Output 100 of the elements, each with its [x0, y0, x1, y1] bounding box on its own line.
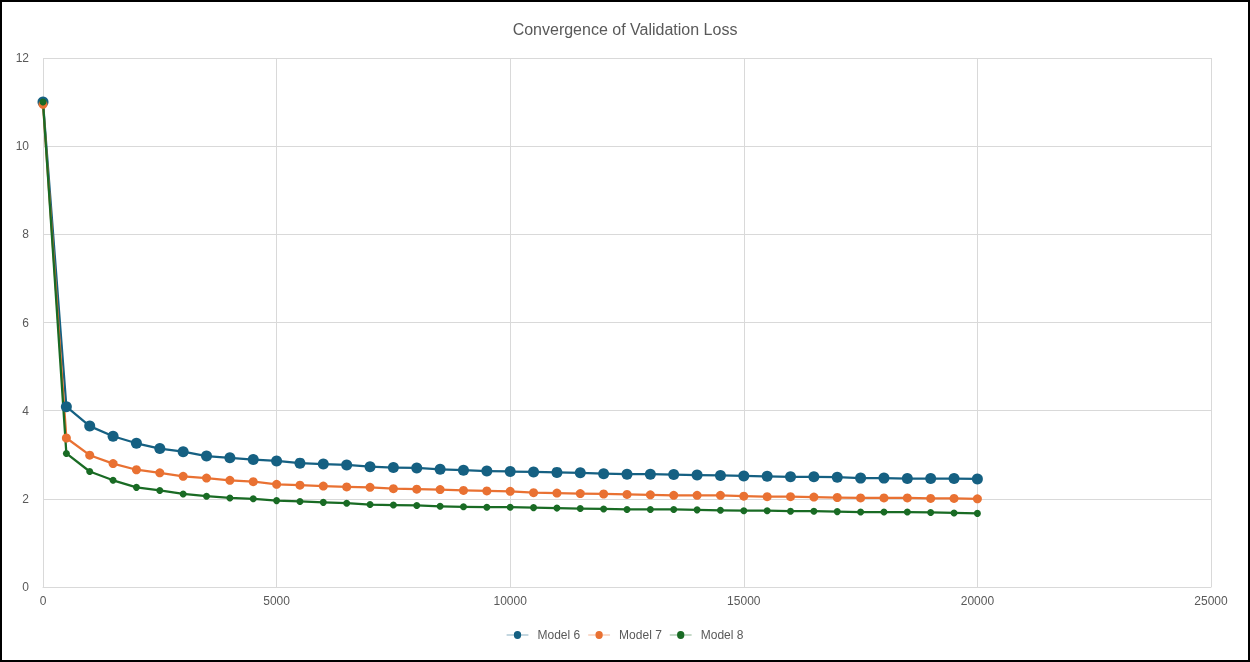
- point: [786, 492, 796, 502]
- point: [459, 503, 467, 511]
- point: [972, 494, 982, 504]
- point: [809, 492, 819, 502]
- y-tick-label: 4: [22, 403, 30, 418]
- point: [85, 450, 95, 460]
- point: [762, 492, 772, 502]
- point: [857, 508, 865, 516]
- point: [645, 490, 655, 500]
- point: [249, 495, 257, 503]
- point: [691, 469, 703, 481]
- x-tick-label: 5000: [263, 594, 291, 608]
- point: [411, 462, 423, 474]
- point: [179, 490, 187, 498]
- point: [435, 485, 445, 495]
- point: [787, 507, 795, 515]
- point: [810, 507, 818, 515]
- y-tick-label: 12: [15, 51, 30, 65]
- point: [763, 507, 771, 515]
- point: [948, 473, 960, 485]
- legend-label: Model 7: [619, 628, 663, 642]
- point: [833, 508, 841, 516]
- point: [201, 450, 213, 462]
- point: [388, 484, 398, 494]
- point: [668, 469, 680, 481]
- point: [529, 488, 539, 498]
- point: [387, 462, 399, 474]
- point: [575, 489, 585, 499]
- point: [646, 505, 654, 513]
- point: [740, 507, 748, 515]
- point: [295, 480, 305, 490]
- point: [599, 489, 609, 499]
- point: [926, 493, 936, 503]
- point: [551, 466, 563, 478]
- point: [203, 492, 211, 500]
- point: [271, 455, 283, 467]
- point: [621, 468, 633, 480]
- point: [715, 490, 725, 500]
- point: [598, 468, 610, 480]
- x-tick-label: 20000: [960, 594, 995, 608]
- point: [973, 509, 981, 517]
- point: [60, 401, 72, 413]
- point: [505, 486, 515, 496]
- point: [669, 490, 679, 500]
- point: [552, 488, 562, 498]
- point: [436, 502, 444, 510]
- y-tick-label: 2: [22, 491, 30, 506]
- point: [364, 461, 376, 473]
- y-tick-label: 8: [22, 227, 30, 242]
- point: [202, 473, 212, 483]
- point: [296, 497, 304, 505]
- point: [413, 501, 421, 509]
- y-tick-label: 6: [22, 315, 30, 330]
- point: [553, 504, 561, 512]
- point: [692, 490, 702, 500]
- point: [644, 468, 656, 480]
- point: [481, 465, 493, 477]
- point: [785, 471, 797, 483]
- point: [971, 473, 983, 485]
- point: [506, 503, 514, 511]
- point: [670, 505, 678, 513]
- point: [623, 505, 631, 513]
- point: [273, 497, 281, 505]
- point: [224, 452, 236, 464]
- point: [132, 483, 140, 491]
- point: [483, 503, 491, 511]
- chart-title: Convergence of Validation Loss: [512, 20, 738, 38]
- x-tick-label: 15000: [727, 594, 761, 608]
- point: [693, 506, 701, 514]
- point: [949, 493, 959, 503]
- point: [154, 443, 166, 455]
- point: [86, 468, 94, 475]
- x-tick-label: 10000: [493, 594, 528, 608]
- point: [156, 486, 164, 494]
- point: [482, 486, 492, 496]
- point: [504, 466, 516, 477]
- x-tick-label: 25000: [1194, 594, 1229, 608]
- point: [576, 505, 584, 513]
- point: [107, 430, 119, 442]
- point: [716, 506, 724, 514]
- point: [738, 470, 750, 482]
- point: [294, 457, 306, 469]
- point: [178, 471, 188, 481]
- point: [856, 493, 866, 503]
- point: [457, 464, 469, 476]
- point: [761, 470, 773, 482]
- point: [62, 449, 70, 457]
- point: [343, 499, 351, 507]
- point: [739, 491, 749, 501]
- point: [155, 468, 165, 478]
- point: [341, 459, 353, 471]
- point: [600, 505, 608, 513]
- point: [317, 458, 329, 470]
- point: [855, 472, 867, 484]
- point: [901, 473, 913, 485]
- point: [903, 508, 911, 516]
- point: [528, 466, 540, 478]
- point: [879, 493, 889, 503]
- point: [622, 489, 632, 499]
- point: [927, 509, 935, 516]
